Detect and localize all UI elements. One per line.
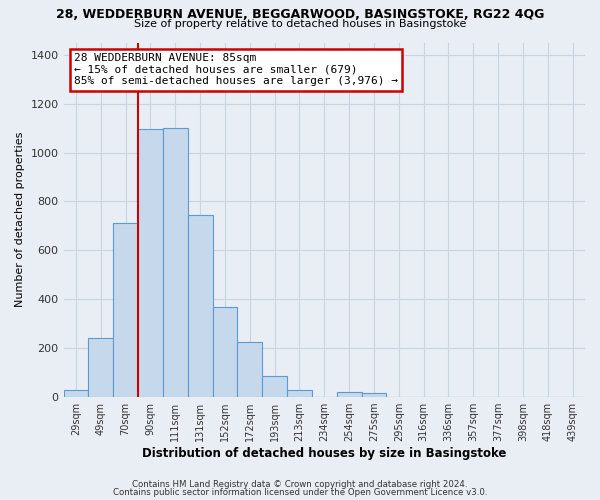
Bar [337, 392, 362, 397]
Bar [163, 128, 188, 397]
Text: Contains public sector information licensed under the Open Government Licence v3: Contains public sector information licen… [113, 488, 487, 497]
Text: 28, WEDDERBURN AVENUE, BEGGARWOOD, BASINGSTOKE, RG22 4QG: 28, WEDDERBURN AVENUE, BEGGARWOOD, BASIN… [56, 8, 544, 20]
Text: Contains HM Land Registry data © Crown copyright and database right 2024.: Contains HM Land Registry data © Crown c… [132, 480, 468, 489]
Bar [188, 215, 212, 397]
Bar [362, 394, 386, 397]
Y-axis label: Number of detached properties: Number of detached properties [15, 132, 25, 308]
Bar [64, 390, 88, 397]
Bar [238, 342, 262, 397]
Text: Size of property relative to detached houses in Basingstoke: Size of property relative to detached ho… [134, 19, 466, 29]
Bar [113, 224, 138, 397]
X-axis label: Distribution of detached houses by size in Basingstoke: Distribution of detached houses by size … [142, 447, 506, 460]
Bar [287, 390, 312, 397]
Text: 28 WEDDERBURN AVENUE: 85sqm
← 15% of detached houses are smaller (679)
85% of se: 28 WEDDERBURN AVENUE: 85sqm ← 15% of det… [74, 53, 398, 86]
Bar [262, 376, 287, 397]
Bar [212, 306, 238, 397]
Bar [138, 130, 163, 397]
Bar [88, 338, 113, 397]
